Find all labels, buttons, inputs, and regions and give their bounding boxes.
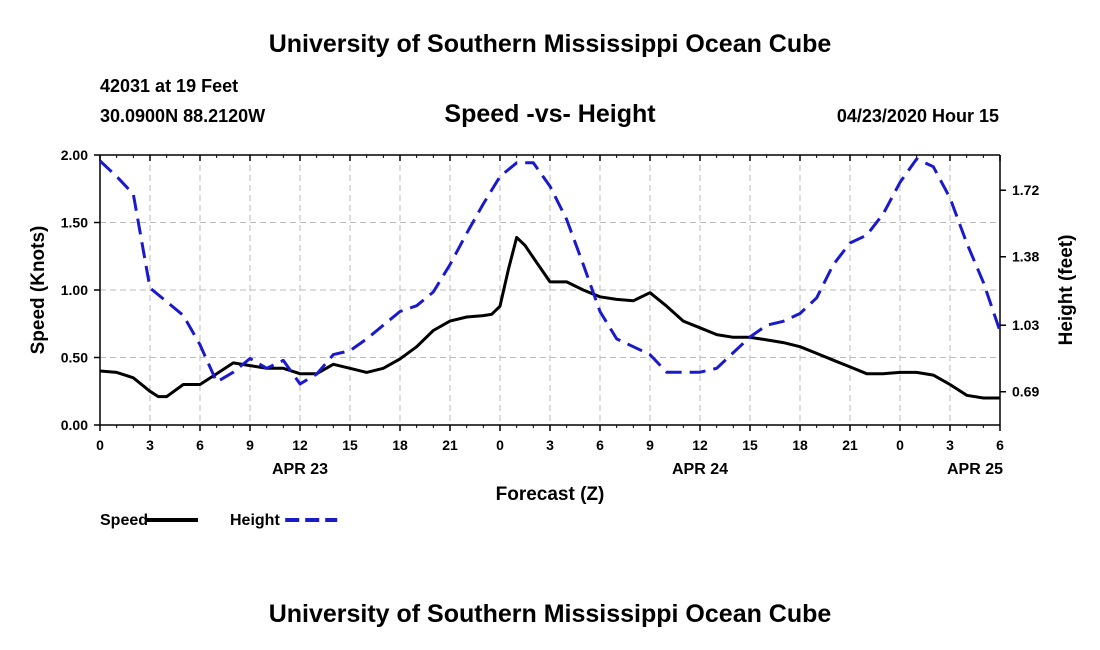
x-tick-label: 3 — [146, 437, 154, 453]
x-tick-label: 9 — [246, 437, 254, 453]
date-label: APR 23 — [272, 461, 328, 478]
x-tick-label: 15 — [742, 437, 758, 453]
footer-title: University of Southern Mississippi Ocean… — [268, 600, 832, 628]
legend-label: Height — [230, 512, 280, 529]
y-left-axis-title: Speed (Knots) — [28, 226, 49, 355]
x-tick-label: 0 — [896, 437, 904, 453]
x-tick-label: 0 — [96, 437, 104, 453]
y-left-tick-label: 0.00 — [61, 417, 88, 433]
x-tick-label: 3 — [946, 437, 954, 453]
y-right-tick-label: 0.69 — [1012, 384, 1039, 400]
x-tick-label: 12 — [292, 437, 308, 453]
x-tick-label: 18 — [392, 437, 408, 453]
y-left-tick-label: 1.00 — [61, 282, 88, 298]
x-tick-label: 9 — [646, 437, 654, 453]
station-label: 42031 at 19 Feet — [100, 76, 239, 96]
y-left-tick-label: 0.50 — [61, 350, 88, 366]
legend-label: Speed — [100, 512, 148, 529]
x-tick-label: 15 — [342, 437, 358, 453]
legend-item-speed: Speed — [100, 512, 198, 529]
x-tick-label: 6 — [596, 437, 604, 453]
date-label: APR 24 — [672, 461, 728, 478]
y-right-axis-title: Height (feet) — [1056, 235, 1077, 346]
coordinates-label: 30.0900N 88.2120W — [100, 106, 266, 126]
x-axis-title: Forecast (Z) — [496, 484, 605, 505]
chart-title: Speed -vs- Height — [444, 100, 656, 128]
y-right-tick-label: 1.38 — [1012, 249, 1039, 265]
y-left-tick-label: 1.50 — [61, 215, 88, 231]
datetime-label: 04/23/2020 Hour 15 — [836, 106, 999, 126]
height-series-line — [98, 157, 1002, 386]
y-left-tick-label: 2.00 — [61, 147, 88, 163]
page-title: University of Southern Mississippi Ocean… — [268, 30, 832, 58]
legend-item-height: Height — [230, 512, 338, 529]
x-tick-label: 3 — [546, 437, 554, 453]
x-tick-label: 0 — [496, 437, 504, 453]
y-right-tick-label: 1.72 — [1012, 182, 1039, 198]
date-label: APR 25 — [947, 461, 1003, 478]
x-tick-label: 18 — [792, 437, 808, 453]
x-tick-label: 21 — [842, 437, 858, 453]
x-tick-label: 6 — [996, 437, 1004, 453]
y-right-tick-label: 1.03 — [1012, 317, 1039, 333]
x-tick-label: 21 — [442, 437, 458, 453]
x-tick-label: 6 — [196, 437, 204, 453]
x-tick-label: 12 — [692, 437, 708, 453]
